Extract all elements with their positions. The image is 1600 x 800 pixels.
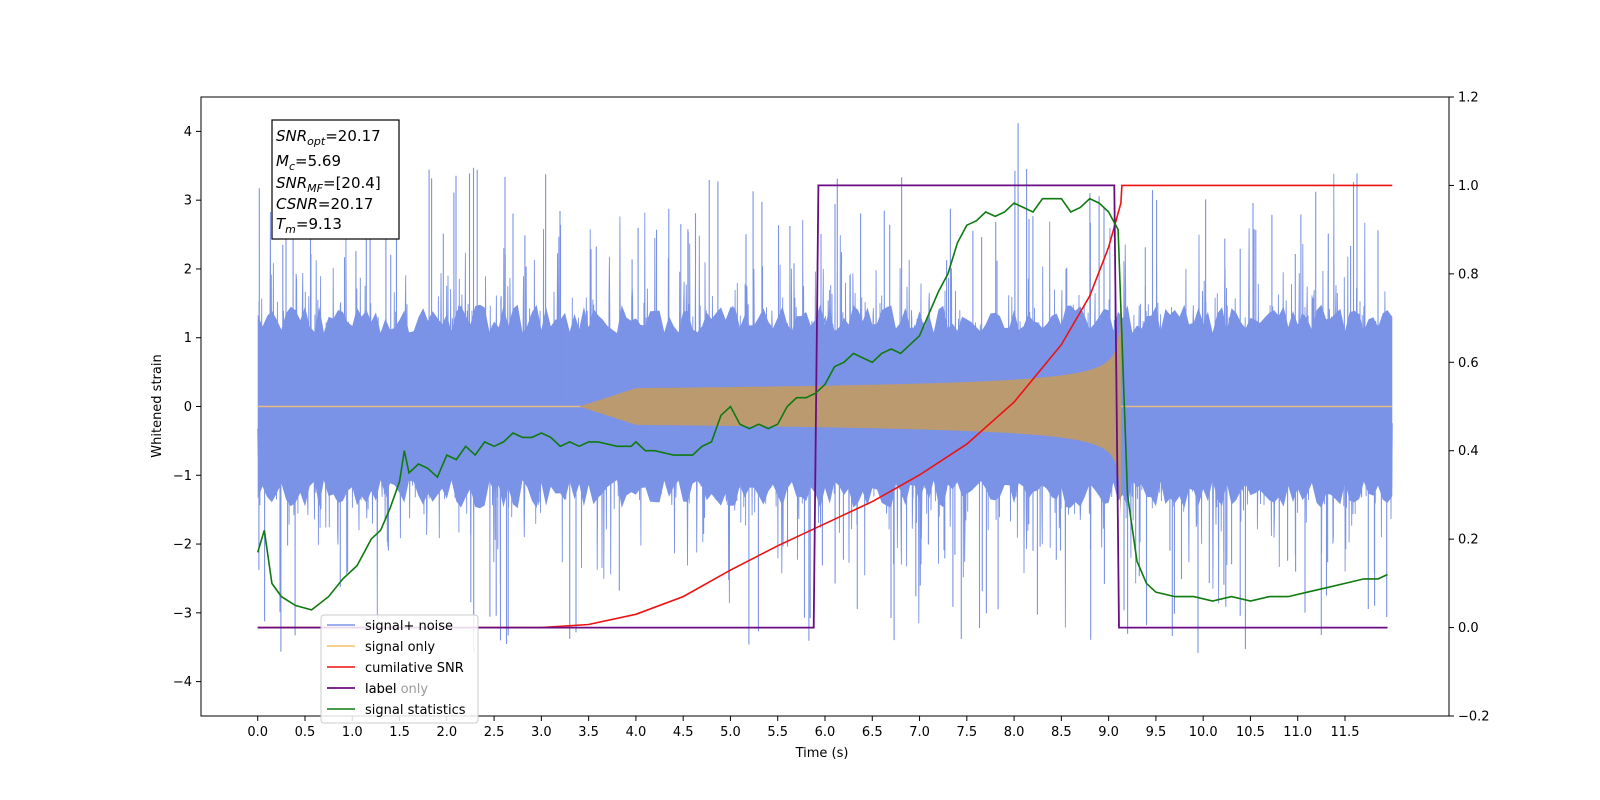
y-axis-left: 4 3 2 1 0 −1 −2 −3 −4 bbox=[173, 125, 201, 690]
y-tick-label: −1 bbox=[173, 469, 192, 484]
x-tick-label: 8.5 bbox=[1051, 725, 1072, 740]
x-tick-label: 1.0 bbox=[342, 725, 363, 740]
y-tick-label: 2 bbox=[184, 262, 192, 277]
x-tick-label: 6.5 bbox=[862, 725, 883, 740]
annotation-frame bbox=[271, 119, 400, 240]
y2-tick-label: −0.2 bbox=[1458, 710, 1490, 725]
legend-label-label: label bbox=[365, 682, 396, 697]
annotation-line-3: SNRMF=[20.4] bbox=[276, 174, 381, 195]
y2-tick-label: 0.0 bbox=[1458, 621, 1479, 636]
x-tick-label: 11.0 bbox=[1283, 725, 1312, 740]
legend-label-signal-only: signal only bbox=[365, 640, 435, 655]
series-label-line bbox=[257, 184, 1388, 629]
annotation-line-2: Mc=5.69 bbox=[276, 152, 341, 173]
series-cumilative-snr-line bbox=[257, 184, 1393, 629]
y2-tick-label: 1.0 bbox=[1458, 179, 1479, 194]
y-tick-label: 3 bbox=[184, 194, 192, 209]
x-tick-label: 8.0 bbox=[1004, 725, 1025, 740]
annotation-line-5: Tm=9.13 bbox=[276, 215, 342, 236]
legend-frame bbox=[320, 614, 479, 724]
series-signal-statistics-line bbox=[256, 197, 1388, 611]
y-tick-label: −2 bbox=[173, 538, 192, 553]
y2-tick-label: 0.4 bbox=[1458, 444, 1479, 459]
x-tick-label: 10.0 bbox=[1189, 725, 1218, 740]
x-tick-label: 3.0 bbox=[531, 725, 552, 740]
annotation-box: SNRopt=20.17 Mc=5.69 SNRMF=[20.4] CSNR=2… bbox=[271, 119, 400, 240]
legend-label-label-only-ghost: label only bbox=[365, 682, 428, 697]
x-tick-label: 5.0 bbox=[720, 725, 741, 740]
y2-tick-label: 0.2 bbox=[1458, 533, 1479, 548]
y2-tick-label: 0.6 bbox=[1458, 356, 1479, 371]
x-tick-label: 6.0 bbox=[815, 725, 836, 740]
y-tick-label: 4 bbox=[184, 125, 192, 140]
annotation-line-1: SNRopt=20.17 bbox=[276, 127, 381, 148]
x-tick-label: 0.0 bbox=[247, 725, 268, 740]
y-tick-label: 1 bbox=[184, 331, 192, 346]
x-tick-label: 3.5 bbox=[578, 725, 599, 740]
x-tick-label: 7.5 bbox=[956, 725, 977, 740]
legend-label-signal-plus-noise: signal+ noise bbox=[365, 619, 453, 634]
x-tick-label: 9.0 bbox=[1098, 725, 1119, 740]
y2-tick-label: 0.8 bbox=[1458, 267, 1479, 282]
x-tick-label: 0.5 bbox=[295, 725, 316, 740]
annotation-line-4: CSNR=20.17 bbox=[276, 195, 373, 213]
x-tick-label: 2.5 bbox=[484, 725, 505, 740]
y-axis-right: 1.2 1.0 0.8 0.6 0.4 0.2 0.0 −0.2 bbox=[1449, 91, 1490, 725]
y-tick-label: 0 bbox=[184, 400, 192, 415]
series-signal-only bbox=[257, 296, 1393, 517]
x-axis-label: Time (s) bbox=[795, 746, 849, 761]
x-tick-label: 9.5 bbox=[1146, 725, 1167, 740]
x-tick-label: 5.5 bbox=[767, 725, 788, 740]
legend-label-signal-statistics: signal statistics bbox=[365, 703, 466, 718]
plot-area bbox=[256, 123, 1393, 653]
legend-label-cumilative-snr: cumilative SNR bbox=[365, 661, 464, 676]
y-tick-label: −4 bbox=[173, 675, 192, 690]
x-tick-label: 7.0 bbox=[909, 725, 930, 740]
legend: signal+ noise signal only cumilative SNR… bbox=[320, 614, 479, 724]
chirp-envelope bbox=[579, 296, 1121, 517]
x-tick-label: 1.5 bbox=[389, 725, 410, 740]
y-axis-label: Whitened strain bbox=[150, 354, 165, 457]
x-tick-label: 4.5 bbox=[673, 725, 694, 740]
x-tick-label: 4.0 bbox=[626, 725, 647, 740]
y-tick-label: −3 bbox=[173, 606, 192, 621]
y2-tick-label: 1.2 bbox=[1458, 91, 1479, 106]
x-tick-label: 11.5 bbox=[1331, 725, 1360, 740]
x-tick-label: 2.0 bbox=[436, 725, 457, 740]
x-axis: 0.0 0.5 1.0 1.5 2.0 2.5 3.0 3.5 4.0 4.5 5.0 5.5 6.0 6… bbox=[247, 716, 1359, 740]
x-tick-label: 10.5 bbox=[1236, 725, 1265, 740]
